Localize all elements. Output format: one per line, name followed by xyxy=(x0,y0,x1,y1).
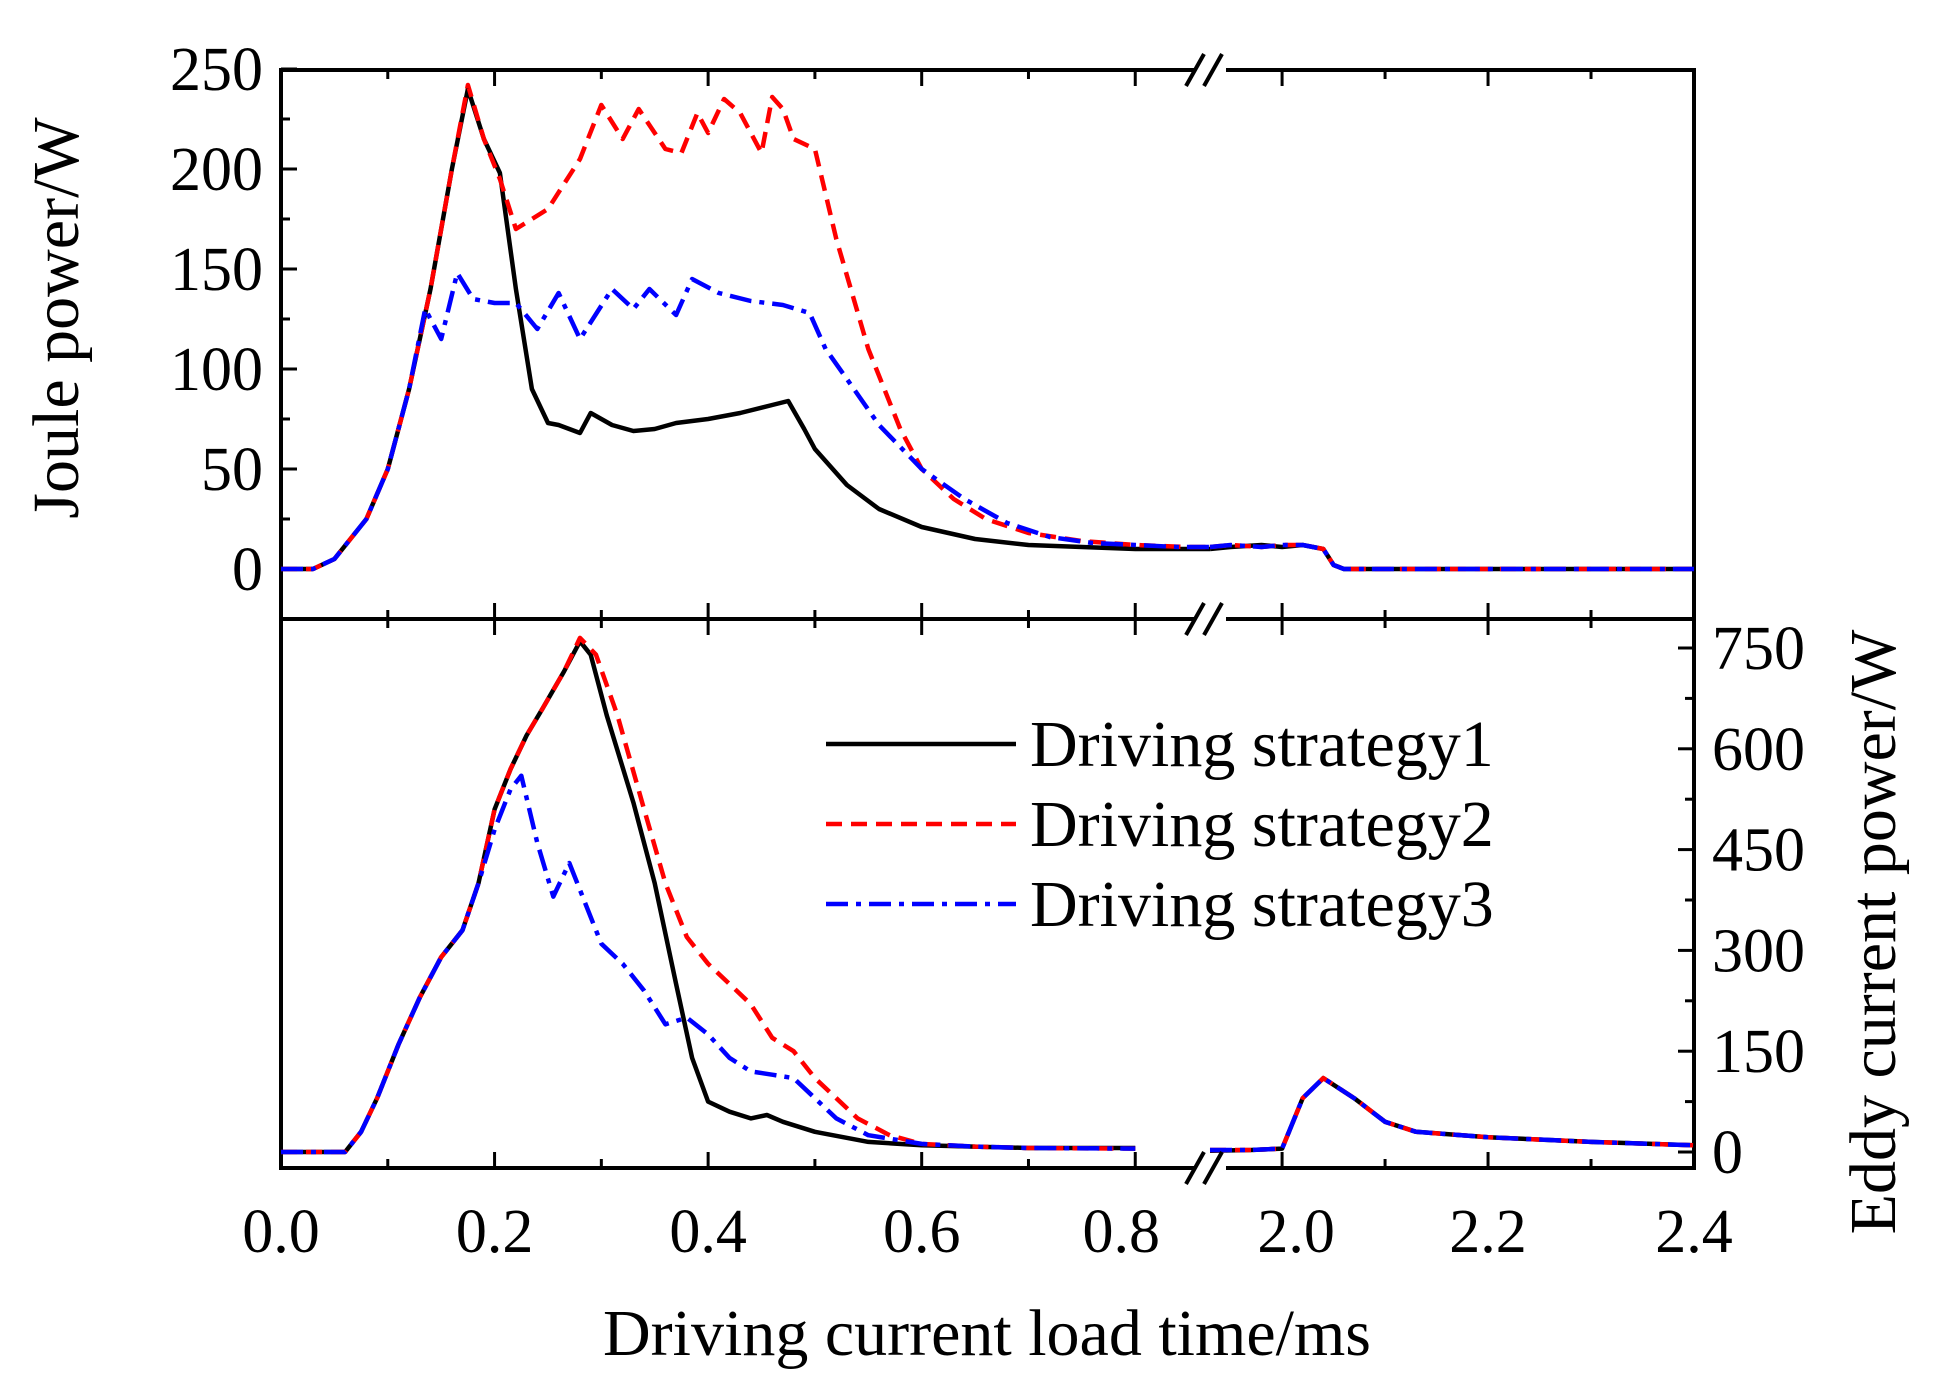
series-line-driving-strategy1 xyxy=(281,639,1136,1155)
x-tick-label: 0.2 xyxy=(456,1198,534,1266)
y-tick-label: 0 xyxy=(232,536,263,604)
x-tick-label: 2.4 xyxy=(1655,1198,1733,1266)
break-slash xyxy=(1202,1151,1224,1185)
y-tick-label: 750 xyxy=(1712,615,1805,683)
series-line-driving-strategy2 xyxy=(281,82,1210,572)
joule-power-panel: 0 50 100 150 200 250 xyxy=(170,36,1696,621)
x-tick-label: 0.8 xyxy=(1083,1198,1161,1266)
legend-label: Driving strategy2 xyxy=(1030,788,1494,861)
y-tick-label: 150 xyxy=(1712,1018,1805,1086)
break-gap xyxy=(1194,613,1226,625)
series-line-driving-strategy2 xyxy=(1210,1075,1694,1153)
y-tick-label: 250 xyxy=(170,36,263,104)
series-line-driving-strategy1 xyxy=(1209,542,1694,572)
legend-label: Driving strategy1 xyxy=(1030,708,1494,781)
series-line-driving-strategy3 xyxy=(1210,1075,1694,1153)
series-line-driving-strategy3 xyxy=(1209,542,1694,572)
series-line-driving-strategy3 xyxy=(281,270,1210,572)
y-tick-label: 0 xyxy=(1712,1119,1743,1187)
y-tick-label: 150 xyxy=(170,236,263,304)
y-tick-label: 50 xyxy=(201,436,263,504)
legend-label: Driving strategy3 xyxy=(1030,868,1494,941)
eddy-current-panel: 0 150 300 450 600 750 xyxy=(279,615,1805,1187)
break-gap xyxy=(1194,64,1226,76)
plot-frame xyxy=(279,617,1696,1170)
x-tick-label: 2.2 xyxy=(1449,1198,1527,1266)
break-slash xyxy=(1202,53,1224,87)
x-axis-title: Driving current load time/ms xyxy=(603,1297,1371,1370)
y-tick-label: 300 xyxy=(1712,917,1805,985)
x-tick-labels: 0.0 0.2 0.4 0.6 0.8 2.0 2.2 2.4 xyxy=(242,1198,1733,1266)
y-tick-label: 200 xyxy=(170,136,263,204)
y-axis-title-left: Joule power/W xyxy=(20,117,93,519)
series-line-driving-strategy3 xyxy=(281,773,1136,1155)
x-tick-label: 0.0 xyxy=(242,1198,320,1266)
axis-break-marks xyxy=(1184,53,1226,1185)
break-slash xyxy=(1184,53,1206,87)
y-axis-title-right: Eddy current power/W xyxy=(1837,629,1910,1234)
series-line-driving-strategy2 xyxy=(281,635,1136,1155)
y-tick-label: 600 xyxy=(1712,716,1805,784)
y-tick-label: 100 xyxy=(170,336,263,404)
break-gap xyxy=(1194,1162,1226,1174)
break-slash xyxy=(1202,602,1224,636)
plot-frame xyxy=(279,68,1696,621)
break-slash xyxy=(1184,1151,1206,1185)
break-slash xyxy=(1184,602,1206,636)
series-line-driving-strategy1 xyxy=(1209,1075,1694,1153)
x-tick-label: 0.6 xyxy=(883,1198,961,1266)
x-tick-label: 2.0 xyxy=(1257,1198,1335,1266)
y-tick-label: 450 xyxy=(1712,817,1805,885)
x-tick-label: 0.4 xyxy=(669,1198,747,1266)
